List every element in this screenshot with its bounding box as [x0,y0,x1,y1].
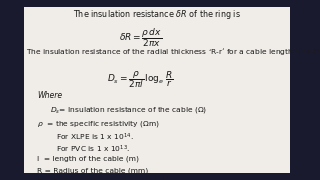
FancyBboxPatch shape [24,7,290,173]
Text: For PVC is 1 x $10^{13}$.: For PVC is 1 x $10^{13}$. [37,144,130,155]
Text: $D_s$= Insulation resistance of the cable ($\Omega$): $D_s$= Insulation resistance of the cabl… [50,105,207,115]
Text: l  = length of the cable (m): l = length of the cable (m) [37,156,139,162]
Text: $\delta R = \dfrac{\rho\,dx}{2\pi x}$: $\delta R = \dfrac{\rho\,dx}{2\pi x}$ [119,26,162,49]
Text: The insulation resistance of the radial thickness ‘R-r’ for a cable length ‘l’ i: The insulation resistance of the radial … [26,47,320,58]
Text: R = Radius of the cable (mm): R = Radius of the cable (mm) [37,167,148,174]
Text: For XLPE is 1 x $10^{14}$.: For XLPE is 1 x $10^{14}$. [37,131,134,143]
Text: Where: Where [37,91,62,100]
Text: R = Radius of the conductor (mm): R = Radius of the conductor (mm) [37,178,165,180]
Text: $\rho$  = the specific resistivity ($\Omega$m): $\rho$ = the specific resistivity ($\Ome… [37,119,160,129]
Text: The insulation resistance $\delta R$ of the ring is: The insulation resistance $\delta R$ of … [73,8,241,21]
Text: $D_s = \dfrac{\rho}{2\pi l}\,\log_e\,\dfrac{R}{r}$: $D_s = \dfrac{\rho}{2\pi l}\,\log_e\,\df… [108,69,174,90]
